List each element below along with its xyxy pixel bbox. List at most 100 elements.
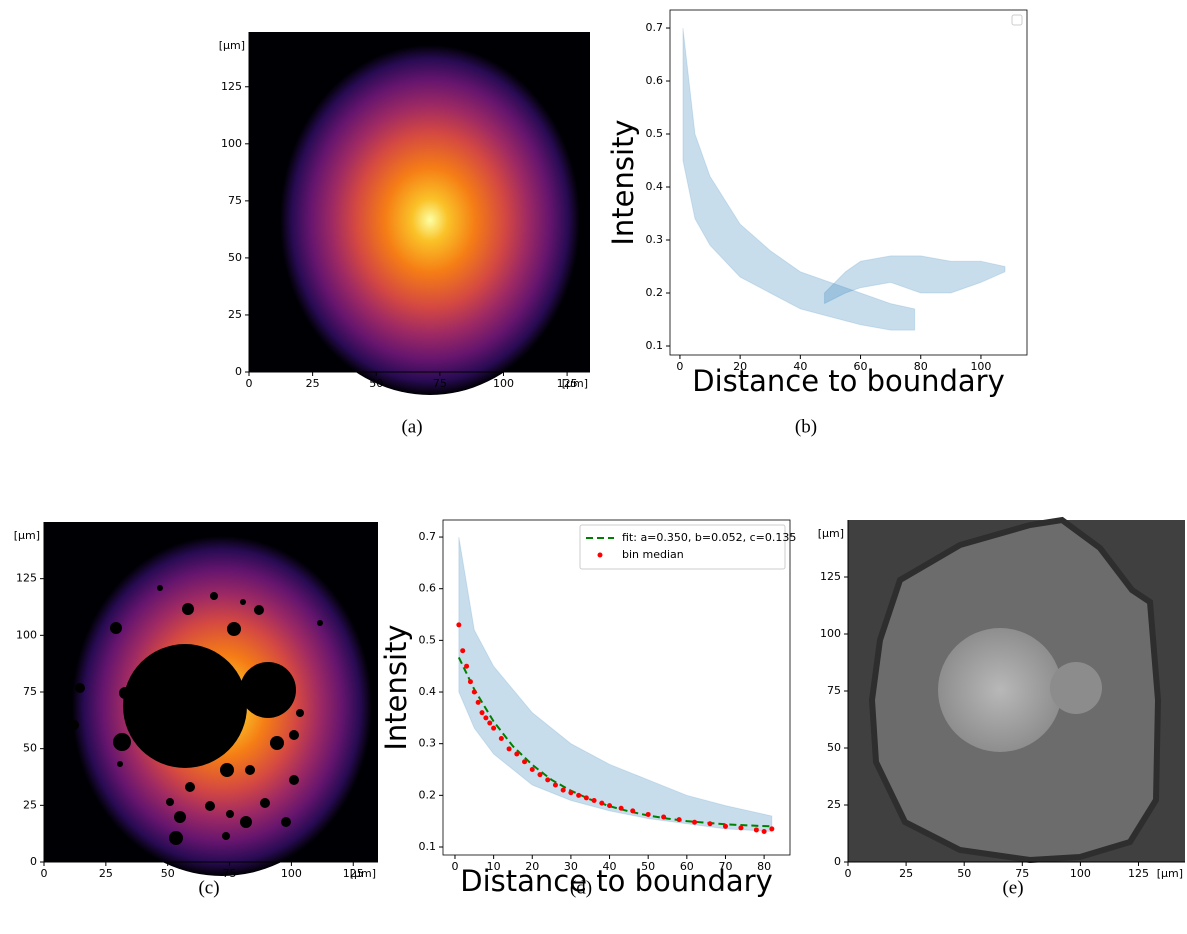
median-point bbox=[630, 808, 636, 814]
y-tick-label: 0.2 bbox=[419, 788, 437, 801]
x-tick-label: 25 bbox=[306, 377, 320, 390]
x-axis-label: Distance to boundary bbox=[692, 364, 1005, 398]
y-tick-label: 0 bbox=[30, 855, 37, 868]
legend-label: fit: a=0.350, b=0.052, c=0.135 bbox=[622, 531, 796, 544]
y-tick-label: 125 bbox=[221, 80, 242, 93]
mask bbox=[222, 832, 230, 840]
x-axis-label: Distance to boundary bbox=[460, 864, 773, 898]
median-point bbox=[645, 811, 651, 817]
mask bbox=[289, 730, 299, 740]
nucleus bbox=[1050, 662, 1102, 714]
y-tick-label: 0.7 bbox=[646, 21, 664, 34]
panel: [μm] [μm] 0 25 50 75 100 125 0 25 50 75 100 125 (c) bbox=[14, 522, 378, 898]
y-tick-label: 0.6 bbox=[646, 74, 664, 87]
mask bbox=[240, 662, 296, 718]
x-tick-label: 50 bbox=[161, 867, 175, 880]
panel: [μm] [μm] 0 25 50 75 100 125 0 25 50 75 100 125 (e) bbox=[818, 516, 1185, 898]
median-point bbox=[498, 736, 504, 742]
mask bbox=[296, 709, 304, 717]
x-tick-label: 75 bbox=[223, 867, 237, 880]
y-unit: [μm] bbox=[818, 527, 844, 540]
y-tick-label: 125 bbox=[820, 570, 841, 583]
x-tick-label: 60 bbox=[854, 360, 868, 373]
median-point bbox=[676, 817, 682, 823]
mask bbox=[169, 831, 183, 845]
x-tick-label: 50 bbox=[369, 377, 383, 390]
median-point bbox=[529, 767, 535, 773]
y-tick-label: 0.6 bbox=[419, 582, 437, 595]
x-tick-label: 75 bbox=[433, 377, 447, 390]
median-point bbox=[537, 772, 543, 778]
image-glow bbox=[280, 45, 580, 395]
median-point bbox=[479, 710, 485, 716]
y-tick-label: 50 bbox=[23, 742, 37, 755]
cloud bbox=[823, 255, 1006, 305]
mask bbox=[157, 585, 163, 591]
median-point bbox=[467, 679, 473, 685]
y-tick-label: 75 bbox=[23, 685, 37, 698]
y-tick-label: 0.4 bbox=[419, 685, 437, 698]
y-tick-label: 0 bbox=[235, 365, 242, 378]
y-tick-label: 0.3 bbox=[646, 233, 664, 246]
x-tick-label: 0 bbox=[246, 377, 253, 390]
mask bbox=[110, 622, 122, 634]
y-axis-label: Intensity bbox=[606, 119, 640, 245]
cloud bbox=[682, 27, 916, 331]
y-unit: [μm] bbox=[219, 39, 245, 52]
median-point bbox=[607, 803, 613, 809]
x-tick-label: 75 bbox=[1015, 867, 1029, 880]
nucleus bbox=[938, 628, 1062, 752]
y-tick-label: 25 bbox=[23, 798, 37, 811]
y-axis-label: Intensity bbox=[379, 624, 413, 750]
caption: (a) bbox=[401, 416, 422, 437]
mask bbox=[210, 592, 218, 600]
mask bbox=[281, 817, 291, 827]
x-tick-label: 25 bbox=[899, 867, 913, 880]
mask bbox=[166, 798, 174, 806]
x-tick-label: 80 bbox=[914, 360, 928, 373]
median-point bbox=[471, 689, 477, 695]
mask bbox=[182, 603, 194, 615]
median-point bbox=[483, 715, 489, 721]
median-point bbox=[738, 825, 744, 831]
panel: Distance to boundary Intensity 0 20 40 60 80 10… bbox=[606, 9, 1028, 437]
median-point bbox=[475, 699, 481, 705]
median-point bbox=[583, 795, 589, 801]
median-point bbox=[591, 798, 597, 804]
y-tick-label: 0.1 bbox=[646, 339, 664, 352]
x-unit: [μm] bbox=[350, 867, 376, 880]
mask bbox=[270, 736, 284, 750]
legend-label: bin median bbox=[622, 548, 684, 561]
mask bbox=[113, 733, 131, 751]
y-tick-label: 100 bbox=[820, 627, 841, 640]
median-point bbox=[661, 814, 667, 820]
cloud bbox=[458, 536, 773, 833]
caption: (d) bbox=[570, 877, 592, 898]
mask bbox=[227, 622, 241, 636]
mask bbox=[119, 687, 131, 699]
median-point bbox=[599, 800, 605, 806]
x-tick-label: 100 bbox=[493, 377, 514, 390]
y-tick-label: 50 bbox=[228, 251, 242, 264]
median-point bbox=[769, 826, 775, 832]
y-tick-label: 25 bbox=[827, 798, 841, 811]
legend-box bbox=[579, 524, 786, 570]
y-tick-label: 0.3 bbox=[419, 737, 437, 750]
y-tick-label: 100 bbox=[16, 628, 37, 641]
x-tick-label: 125 bbox=[1128, 867, 1149, 880]
mask bbox=[226, 810, 234, 818]
median-point bbox=[753, 827, 759, 833]
mask bbox=[185, 782, 195, 792]
median-point bbox=[560, 787, 566, 793]
y-tick-label: 75 bbox=[228, 194, 242, 207]
x-unit: [μm] bbox=[1157, 867, 1183, 880]
y-tick-label: 0.2 bbox=[646, 286, 664, 299]
x-tick-label: 20 bbox=[733, 360, 747, 373]
mask bbox=[240, 816, 252, 828]
legend-swatch bbox=[597, 552, 603, 558]
x-tick-label: 50 bbox=[641, 860, 655, 873]
median-point bbox=[576, 792, 582, 798]
median-point bbox=[707, 821, 713, 827]
median-point bbox=[460, 648, 466, 654]
